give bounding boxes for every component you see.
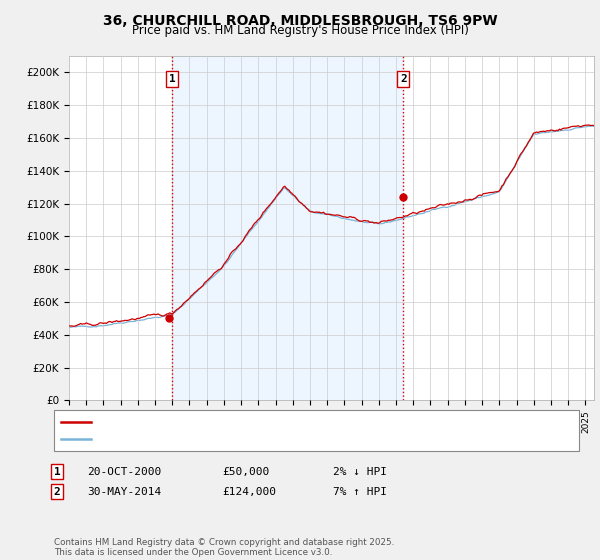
Text: 36, CHURCHILL ROAD, MIDDLESBROUGH, TS6 9PW: 36, CHURCHILL ROAD, MIDDLESBROUGH, TS6 9…: [103, 14, 497, 28]
Text: £50,000: £50,000: [222, 466, 269, 477]
Text: 36, CHURCHILL ROAD, MIDDLESBROUGH, TS6 9PW (semi-detached house): 36, CHURCHILL ROAD, MIDDLESBROUGH, TS6 9…: [96, 417, 480, 427]
Text: 20-OCT-2000: 20-OCT-2000: [87, 466, 161, 477]
Text: £124,000: £124,000: [222, 487, 276, 497]
Bar: [172, 56, 403, 400]
Text: 1: 1: [53, 466, 61, 477]
Text: 2: 2: [400, 74, 407, 84]
Text: 30-MAY-2014: 30-MAY-2014: [87, 487, 161, 497]
Text: 7% ↑ HPI: 7% ↑ HPI: [333, 487, 387, 497]
Text: HPI: Average price, semi-detached house, Redcar and Cleveland: HPI: Average price, semi-detached house,…: [96, 435, 462, 444]
Text: 2% ↓ HPI: 2% ↓ HPI: [333, 466, 387, 477]
Text: Price paid vs. HM Land Registry's House Price Index (HPI): Price paid vs. HM Land Registry's House …: [131, 24, 469, 37]
Text: Contains HM Land Registry data © Crown copyright and database right 2025.
This d: Contains HM Land Registry data © Crown c…: [54, 538, 394, 557]
Text: 1: 1: [169, 74, 176, 84]
Text: 2: 2: [53, 487, 61, 497]
